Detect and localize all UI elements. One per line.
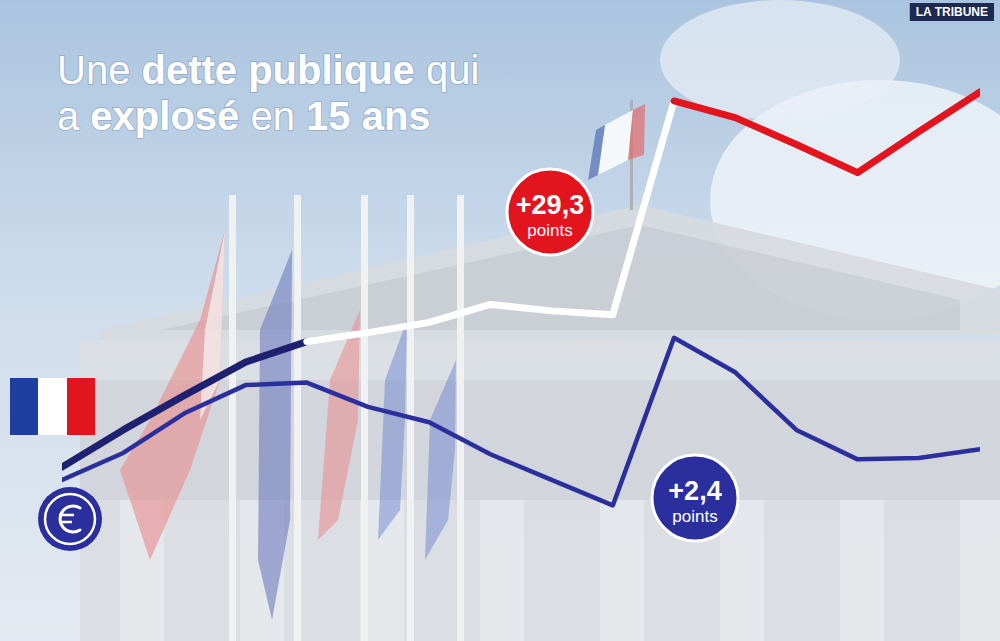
sky xyxy=(0,0,1000,641)
legend-icons xyxy=(10,378,102,551)
annotation-unit: points xyxy=(527,221,572,240)
annotation: +29,3points xyxy=(507,169,593,255)
euro-sign xyxy=(59,515,74,522)
series-line xyxy=(62,342,307,467)
source: LA TRIBUNE xyxy=(916,5,988,19)
flag-icon-blue xyxy=(10,378,38,435)
euro-coin xyxy=(38,487,102,551)
title-part: explosé xyxy=(90,94,239,138)
annotation-unit: points xyxy=(672,507,717,526)
marks xyxy=(62,92,980,505)
title-part: en xyxy=(239,94,306,138)
title-part: 15 ans xyxy=(306,94,431,138)
source-badge xyxy=(910,3,994,21)
title-part: qui xyxy=(415,48,480,92)
annotation: +2,4points xyxy=(652,455,738,541)
annotation-value: +29,3 xyxy=(516,190,584,220)
title-line: a explosé en 15 ans xyxy=(57,94,431,138)
annotation-bubble xyxy=(507,169,593,255)
euro-coin-ring xyxy=(45,494,95,544)
title-line: Une dette publique qui xyxy=(57,48,479,92)
flag-icon-white xyxy=(38,378,67,435)
flag-icon-red xyxy=(67,378,95,435)
euro-sign xyxy=(60,506,80,532)
source-logo: LA TRIBUNE xyxy=(916,5,988,19)
title-part: Une xyxy=(57,48,142,92)
annotation-bubble xyxy=(652,455,738,541)
annotation-value: +2,4 xyxy=(668,476,721,506)
chart: +29,3points+2,4pointsUne dette publique … xyxy=(0,0,1000,641)
title-part: a xyxy=(57,94,90,138)
title-part: dette publique xyxy=(142,48,415,92)
veil xyxy=(0,0,1000,641)
series-line xyxy=(674,92,980,173)
series-line xyxy=(62,338,980,506)
